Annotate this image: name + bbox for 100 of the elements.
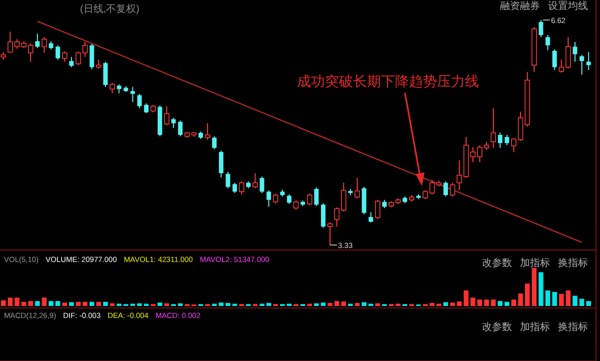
candlestick [572, 41, 578, 62]
text: 加指标 [520, 321, 550, 333]
candlestick [538, 20, 544, 38]
candlestick [103, 61, 108, 88]
candlestick [490, 108, 496, 148]
candlestick [56, 44, 60, 60]
bar [464, 290, 468, 306]
bar [470, 298, 476, 306]
candlestick [580, 54, 584, 76]
bar [226, 302, 230, 306]
candlestick [212, 136, 217, 150]
candlestick [171, 117, 176, 129]
annotation: 改参数 [482, 257, 512, 269]
candlestick [35, 33, 40, 49]
bar [538, 272, 544, 306]
bar [76, 302, 81, 306]
candlestick [546, 34, 550, 51]
bar [35, 301, 40, 306]
bar [572, 296, 578, 306]
bar [484, 300, 489, 306]
bar [524, 284, 530, 306]
candlestick [552, 48, 557, 70]
bar [28, 301, 33, 306]
candlestick [226, 171, 230, 189]
candlestick [266, 190, 272, 208]
bar [443, 302, 448, 306]
bar [158, 302, 162, 306]
bar [518, 293, 523, 306]
bar [82, 302, 88, 306]
bar [21, 302, 26, 306]
candlestick [375, 199, 380, 220]
chart-subtitle: (日线,不复权) [80, 3, 140, 15]
candlestick [252, 172, 258, 189]
candlestick [144, 102, 149, 114]
bar [552, 292, 557, 306]
candlestick [272, 193, 278, 204]
bar [69, 302, 74, 306]
bar [328, 302, 332, 306]
candlestick [62, 50, 68, 62]
bar [89, 302, 94, 306]
bar [477, 300, 482, 306]
bar [586, 301, 591, 306]
bar [354, 302, 360, 306]
candlestick [218, 150, 224, 178]
bar [314, 303, 319, 306]
bar [456, 301, 462, 306]
bar [8, 298, 13, 306]
candlestick [443, 180, 448, 197]
candlestick [450, 182, 456, 197]
candlestick [110, 82, 115, 94]
bar [1, 300, 6, 306]
bar [42, 298, 47, 306]
candlestick [286, 194, 292, 204]
annotation: 换指标 [558, 257, 588, 269]
bar [511, 300, 516, 306]
bar [532, 268, 537, 306]
bar [103, 302, 108, 306]
candlestick [238, 180, 244, 195]
bar [579, 298, 584, 306]
bar [341, 301, 346, 306]
candlestick [130, 86, 135, 103]
annotation: 成功突破长期下降趋势压力线 [297, 73, 479, 89]
bar [430, 302, 434, 306]
candlestick [178, 120, 183, 137]
text: 设置均线 [548, 0, 588, 12]
annotation: 加指标 [520, 257, 550, 269]
bar [55, 301, 60, 306]
bar [566, 290, 571, 306]
bar [320, 302, 326, 306]
candlestick [306, 193, 312, 206]
bar [450, 302, 455, 306]
candlestick [504, 134, 510, 146]
candlestick [354, 177, 360, 199]
bar [48, 301, 54, 306]
bar [504, 302, 510, 306]
bar [266, 302, 272, 306]
candlestick [69, 56, 74, 68]
bar [498, 301, 503, 306]
candlestick [368, 212, 374, 223]
candlestick [42, 36, 47, 54]
bar [334, 301, 340, 306]
bar [545, 290, 550, 306]
bar [96, 302, 102, 306]
candlestick [498, 132, 502, 148]
candlestick [90, 43, 94, 70]
bar [218, 302, 224, 306]
candlestick [314, 187, 319, 207]
text: 换指标 [558, 321, 588, 333]
candlestick [327, 222, 333, 246]
candlestick [164, 106, 170, 126]
candlestick [586, 52, 591, 70]
bar [490, 300, 496, 306]
candlestick [204, 122, 210, 140]
bar [559, 294, 564, 306]
text: 融资融券 [500, 0, 540, 12]
candlestick [232, 182, 238, 194]
bar [62, 302, 68, 306]
bar [362, 302, 366, 306]
text: 改参数 [482, 321, 512, 333]
candlestick [320, 202, 326, 228]
